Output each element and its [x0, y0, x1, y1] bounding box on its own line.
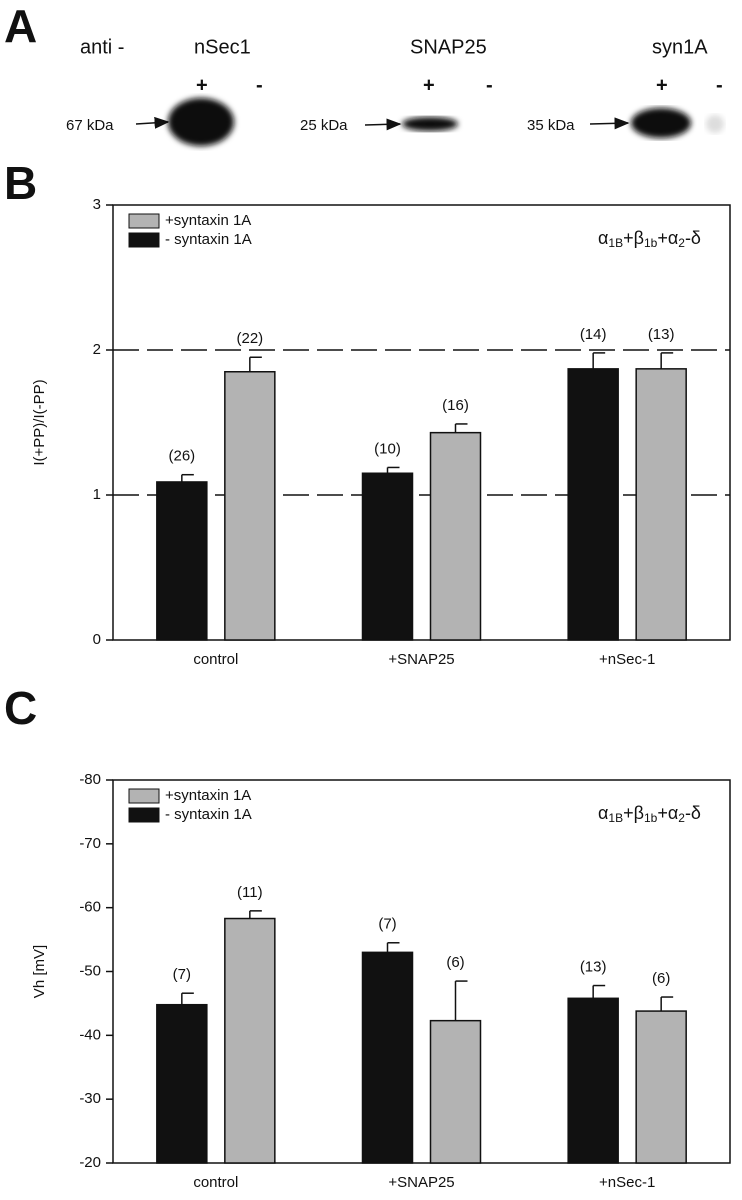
n-label: (14)	[580, 326, 607, 343]
legend-swatch	[128, 807, 160, 823]
bar	[224, 917, 276, 1164]
panel-label: C	[4, 682, 37, 734]
plus: +	[423, 74, 435, 96]
legend-label: - syntaxin 1A	[165, 806, 252, 823]
legend-label: - syntaxin 1A	[165, 231, 252, 248]
marker: 25 kDa	[300, 117, 348, 134]
n-label: (6)	[446, 954, 464, 971]
annotation-part: +β	[623, 803, 644, 823]
band	[168, 98, 234, 146]
plot-frame	[112, 204, 731, 641]
x-tick-label: control	[193, 651, 238, 668]
band	[706, 115, 724, 133]
panel-a: A anti - nSec1 SNAP25 syn1A + - + - + - …	[4, 0, 724, 146]
legend-swatch	[128, 788, 160, 804]
n-label: (13)	[648, 326, 675, 343]
n-label: (16)	[442, 397, 469, 414]
annotation-part: +β	[623, 228, 644, 248]
blot-name: SNAP25	[410, 36, 487, 58]
bar	[567, 368, 619, 641]
n-label: (13)	[580, 959, 607, 976]
legend-swatch	[128, 232, 160, 248]
bar	[567, 997, 619, 1164]
n-label: (6)	[652, 970, 670, 987]
y-axis-label: I(+PP)/I(-PP)	[31, 379, 48, 465]
y-tick-label: -20	[79, 1154, 101, 1171]
x-tick-label: +SNAP25	[388, 651, 454, 668]
y-tick-label: -60	[79, 899, 101, 916]
y-tick-label: 0	[93, 631, 101, 648]
arrow	[589, 117, 630, 130]
y-tick-label: 2	[93, 341, 101, 358]
x-tick-label: +nSec-1	[599, 1174, 655, 1191]
annotation-part: α	[598, 228, 608, 248]
bar	[224, 371, 276, 641]
n-label: (7)	[173, 966, 191, 983]
y-tick-label: -70	[79, 835, 101, 852]
panel-label: A	[4, 0, 37, 52]
annotation-part: 1b	[644, 236, 658, 250]
y-tick-label: -50	[79, 962, 101, 979]
x-tick-label: +SNAP25	[388, 1174, 454, 1191]
band	[631, 108, 691, 138]
annotation-part: -δ	[685, 228, 701, 248]
minus: -	[486, 74, 493, 96]
bar	[156, 481, 208, 641]
annotation-part: 1B	[608, 811, 623, 825]
minus: -	[256, 74, 263, 96]
annotation-part: +α	[657, 228, 678, 248]
annotation-part: +α	[657, 803, 678, 823]
legend-swatch	[128, 213, 160, 229]
bar	[156, 1003, 208, 1164]
annotation-part: 2	[678, 811, 685, 825]
annotation-part: 1b	[644, 811, 658, 825]
bar	[635, 368, 687, 641]
prefix: anti -	[80, 36, 124, 58]
marker: 35 kDa	[527, 117, 575, 134]
blot-name: syn1A	[652, 36, 708, 58]
y-tick-label: -80	[79, 771, 101, 788]
annotation: α1B+β1b+α2-δ	[598, 803, 701, 825]
minus: -	[716, 74, 723, 96]
bar	[429, 431, 482, 641]
y-tick-label: -30	[79, 1090, 101, 1107]
arrow	[364, 118, 402, 131]
legend-label: +syntaxin 1A	[165, 787, 251, 804]
y-tick-label: 1	[93, 486, 101, 503]
annotation-part: -δ	[685, 803, 701, 823]
panel-label: B	[4, 157, 37, 209]
y-axis-label: Vh [mV]	[31, 945, 48, 998]
bar	[429, 1019, 482, 1164]
bar	[635, 1010, 687, 1164]
x-tick-label: +nSec-1	[599, 651, 655, 668]
annotation-part: α	[598, 803, 608, 823]
n-label: (22)	[236, 330, 263, 347]
legend-label: +syntaxin 1A	[165, 212, 251, 229]
x-tick-label: control	[193, 1174, 238, 1191]
n-label: (7)	[378, 916, 396, 933]
annotation-part: 1B	[608, 236, 623, 250]
n-label: (10)	[374, 440, 401, 457]
plus: +	[656, 74, 668, 96]
bar	[361, 472, 414, 641]
annotation: α1B+β1b+α2-δ	[598, 228, 701, 250]
y-tick-label: -40	[79, 1026, 101, 1043]
bar	[361, 951, 414, 1164]
n-label: (26)	[168, 448, 195, 465]
arrow	[135, 116, 170, 129]
plus: +	[196, 74, 208, 96]
n-label: (11)	[237, 884, 263, 901]
annotation-part: 2	[678, 236, 685, 250]
band	[402, 117, 458, 131]
y-tick-label: 3	[93, 196, 101, 213]
blot-name: nSec1	[194, 36, 251, 58]
marker: 67 kDa	[66, 117, 114, 134]
